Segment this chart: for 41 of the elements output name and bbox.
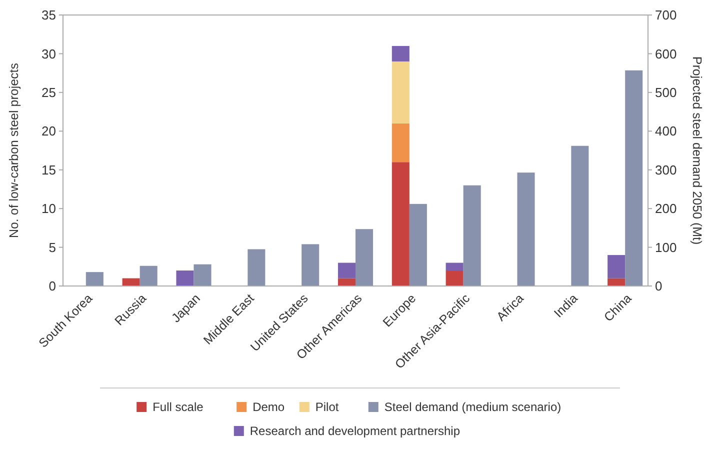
y2-tick-label: 400 xyxy=(655,124,677,139)
legend-label: Full scale xyxy=(152,400,204,414)
bar xyxy=(356,229,374,286)
y-tick-label: 35 xyxy=(42,8,56,23)
y-tick-label: 10 xyxy=(42,201,56,216)
legend-label: Pilot xyxy=(315,400,340,414)
bar xyxy=(392,46,410,62)
bar xyxy=(446,262,464,271)
bar xyxy=(608,278,626,286)
bar xyxy=(625,70,643,286)
y-tick-label: 15 xyxy=(42,162,56,178)
bar xyxy=(338,278,356,286)
legend-label: Demo xyxy=(252,400,285,414)
legend-label: Research and development partnership xyxy=(250,424,460,438)
bar xyxy=(248,249,266,286)
bar xyxy=(338,262,356,278)
y2-tick-label: 100 xyxy=(655,240,677,255)
bar xyxy=(392,61,410,124)
y2-tick-label: 200 xyxy=(655,201,677,216)
y-tick-label: 5 xyxy=(48,240,56,255)
legend-label: Steel demand (medium scenario) xyxy=(384,400,562,414)
y2-tick-label: 0 xyxy=(655,278,662,294)
y2-tick-label: 300 xyxy=(655,162,677,178)
bar xyxy=(608,255,626,278)
bar xyxy=(446,270,464,286)
y-axis-title: No. of low-carbon steel projects xyxy=(7,62,21,238)
bar xyxy=(302,244,320,286)
bar xyxy=(463,185,481,286)
bar xyxy=(86,272,104,286)
bar xyxy=(571,146,589,286)
y2-axis-title: Projected steel demand 2050 (Mt) xyxy=(690,56,704,245)
y-tick-label: 20 xyxy=(42,124,56,139)
y2-tick-label: 600 xyxy=(655,46,677,62)
bar xyxy=(517,172,535,286)
y-tick-label: 25 xyxy=(42,84,56,100)
y-tick-label: 0 xyxy=(48,278,56,294)
y-tick-label: 30 xyxy=(42,46,56,62)
bar xyxy=(140,266,158,286)
y2-tick-label: 500 xyxy=(655,84,677,100)
y2-tick-label: 700 xyxy=(655,8,677,23)
bar xyxy=(392,123,410,162)
